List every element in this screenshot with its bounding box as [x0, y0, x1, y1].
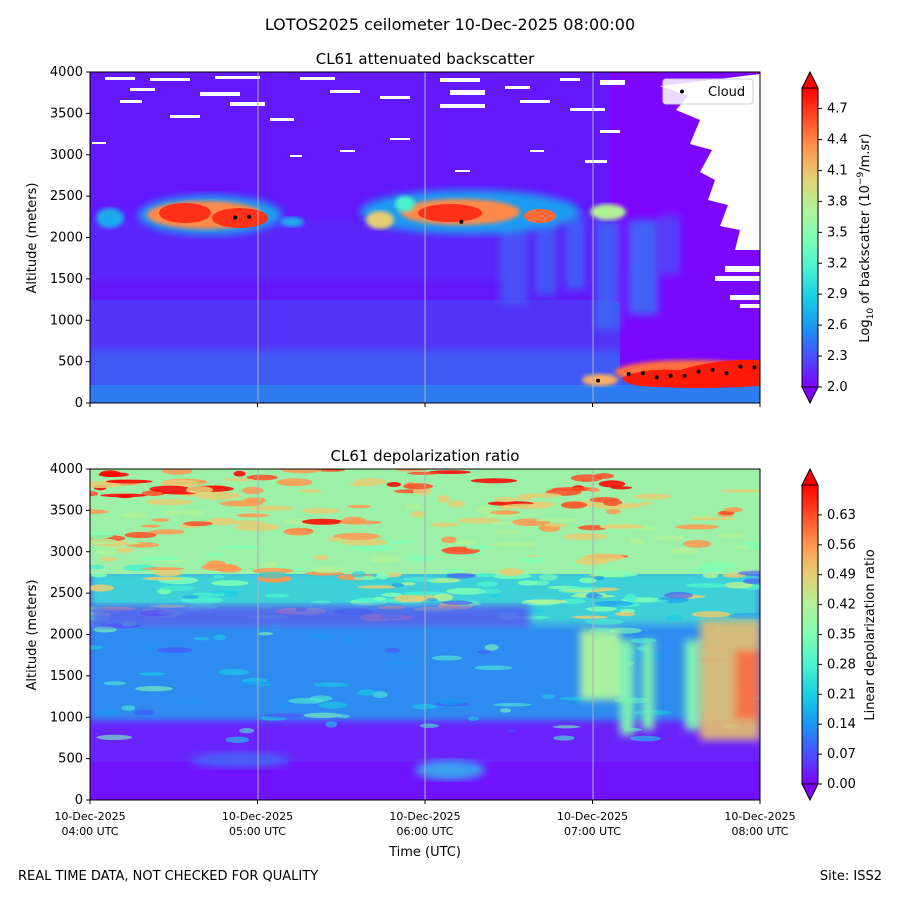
y-tick-label: 0 [75, 396, 83, 411]
colorbar-tick-label: 0.00 [827, 777, 856, 792]
legend-marker [680, 89, 684, 94]
low-cloud [582, 359, 760, 388]
cloud-base-point [247, 214, 252, 219]
colorbar-tick-label: 0.14 [827, 717, 856, 732]
cloud-base-point [459, 219, 464, 224]
y-tick-label: 2000 [50, 628, 83, 643]
depolarization-field [90, 469, 760, 800]
backscatter-field [90, 72, 760, 403]
colorbar-tick-label: 2.3 [827, 349, 848, 364]
cloud-base-point [596, 378, 601, 383]
colorbar-tick-label: 3.2 [827, 256, 848, 271]
y-tick-label: 2500 [50, 586, 83, 601]
backscatter-colorbar-label: Log10 of backscatter (10−9/m.sr) [856, 133, 876, 342]
y-tick-label: 1000 [50, 313, 83, 328]
depolarization-colorbar-ticks: 0.00 0.07 0.14 0.21 0.28 0.35 0.42 0.49 0.56 0.63 [818, 508, 856, 792]
bs-fallstreaks [500, 215, 680, 330]
y-tick-label: 3000 [50, 545, 83, 560]
y-tick-label: 1500 [50, 272, 83, 287]
colorbar-tick-label: 0.35 [827, 628, 856, 643]
panel1-legend: Cloud [662, 78, 754, 105]
site-label: Site: ISS2 [819, 869, 882, 884]
bs-nodata-gaps [92, 74, 760, 308]
panel2-ylabel: Altitude (meters) [25, 580, 40, 691]
panel2-title: CL61 depolarization ratio [331, 447, 520, 465]
y-tick-label: 500 [58, 752, 83, 767]
cloud-layer-b [360, 190, 626, 234]
depolarization-colorbar-label: Linear depolarization ratio [863, 549, 878, 720]
colorbar-tick-label: 0.56 [827, 538, 856, 553]
y-tick-label: 3500 [50, 106, 83, 121]
backscatter-colorbar-ticks: 2.0 2.3 2.6 2.9 3.2 3.5 3.8 4.1 4.4 4.7 [818, 102, 848, 395]
colorbar-tick-label: 0.49 [827, 568, 856, 583]
y-tick-label: 1000 [50, 710, 83, 725]
x-tick-label-time: 05:00 UTC [229, 825, 286, 838]
colorbar-tick-label: 4.7 [827, 102, 848, 117]
colorbar-tick-label: 0.42 [827, 598, 856, 613]
x-tick-label-date: 10-Dec-2025 [222, 810, 293, 823]
y-tick-label: 1500 [50, 669, 83, 684]
cloud-base-point [696, 369, 701, 374]
panel2-x-axis: 10-Dec-2025 04:00 UTC 10-Dec-2025 05:00 UTC… [54, 800, 796, 838]
cloud-base-point [682, 373, 687, 378]
cloud-base-point [668, 373, 673, 378]
y-tick-label: 500 [58, 355, 83, 370]
dp-violet-band [90, 605, 530, 627]
colorbar-tick-label: 0.63 [827, 508, 856, 523]
cloud-base-point [654, 375, 659, 380]
colorbar-tick-label: 3.8 [827, 194, 848, 209]
y-tick-label: 4000 [50, 65, 83, 80]
colorbar-tick-label: 3.5 [827, 225, 848, 240]
x-tick-label-date: 10-Dec-2025 [557, 810, 628, 823]
panel1-gridlines [257, 72, 594, 403]
cloud-base-point [738, 364, 743, 369]
panel1-y-axis: 0 500 1000 1500 2000 2500 3000 3500 4000 [50, 65, 90, 411]
cloud-base-point [724, 371, 729, 376]
cloud-base-point [752, 365, 757, 370]
y-tick-label: 4000 [50, 462, 83, 477]
y-tick-label: 0 [75, 793, 83, 808]
backscatter-colorbar: 2.0 2.3 2.6 2.9 3.2 3.5 3.8 4.1 4.4 4.7 Log10 of … [801, 70, 876, 405]
panel2-y-axis: 0 500 1000 1500 2000 2500 3000 3500 4000 [50, 462, 90, 808]
cloud-layer-a [96, 195, 304, 235]
legend-label: Cloud [708, 85, 745, 100]
cloud-base-points [233, 214, 757, 383]
panel1-title: CL61 attenuated backscatter [316, 50, 535, 68]
colorbar-tick-label: 0.28 [827, 657, 856, 672]
y-tick-label: 3500 [50, 503, 83, 518]
y-tick-label: 2500 [50, 189, 83, 204]
x-tick-label-time: 06:00 UTC [396, 825, 453, 838]
colorbar-tick-label: 4.1 [827, 163, 848, 178]
colorbar-tick-label: 4.4 [827, 133, 848, 148]
cloud-base-point [710, 367, 715, 372]
x-tick-label-time: 08:00 UTC [731, 825, 788, 838]
colorbar-tick-label: 0.07 [827, 747, 856, 762]
x-tick-label-time: 07:00 UTC [564, 825, 621, 838]
figure-title: LOTOS2025 ceilometer 10-Dec-2025 08:00:0… [264, 15, 636, 34]
x-tick-label-date: 10-Dec-2025 [54, 810, 125, 823]
dp-fallstreaks [580, 620, 760, 740]
y-tick-label: 3000 [50, 148, 83, 163]
cloud-base-point [233, 215, 238, 220]
panel1-x-axis [89, 403, 761, 407]
depolarization-colorbar: 0.00 0.07 0.14 0.21 0.28 0.35 0.42 0.49 0.56 0.63… [801, 467, 878, 802]
x-tick-label-date: 10-Dec-2025 [389, 810, 460, 823]
dp-noise [90, 469, 760, 744]
cloud-base-point [626, 372, 631, 377]
colorbar-tick-label: 0.21 [827, 687, 856, 702]
panel2-gridlines [257, 469, 594, 800]
quality-disclaimer: REAL TIME DATA, NOT CHECKED FOR QUALITY [18, 869, 319, 884]
x-tick-label-date: 10-Dec-2025 [724, 810, 795, 823]
cloud-base-point [640, 371, 645, 376]
panel1-ylabel: Altitude (meters) [25, 183, 40, 294]
panel2-xlabel: Time (UTC) [388, 845, 461, 860]
y-tick-label: 2000 [50, 231, 83, 246]
x-tick-label-time: 04:00 UTC [61, 825, 118, 838]
colorbar-tick-label: 2.0 [827, 380, 848, 395]
colorbar-tick-label: 2.6 [827, 318, 848, 333]
colorbar-tick-label: 2.9 [827, 287, 848, 302]
